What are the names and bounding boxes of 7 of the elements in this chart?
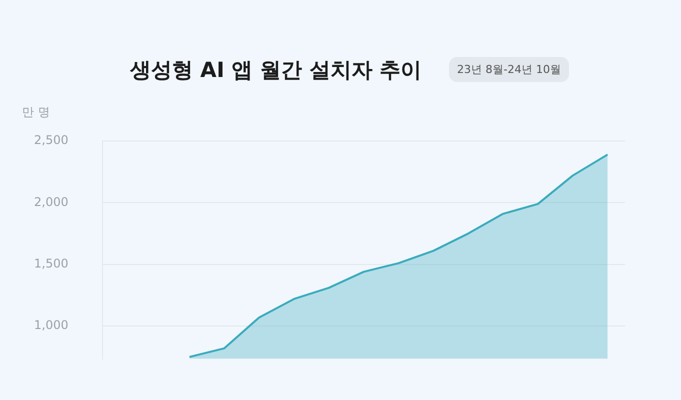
chart-title: 생성형 AI 앱 월간 설치자 추이 bbox=[130, 57, 422, 84]
y-tick-label: 1,000 bbox=[34, 318, 68, 332]
y-tick-label: 2,000 bbox=[34, 194, 68, 209]
y-tick-label: 1,500 bbox=[34, 256, 68, 271]
y-tick-label: 2,500 bbox=[34, 133, 68, 148]
y-axis-title: 만 명 bbox=[22, 104, 50, 121]
chart-subtitle: 23년 8월-24년 10월 bbox=[449, 57, 569, 82]
